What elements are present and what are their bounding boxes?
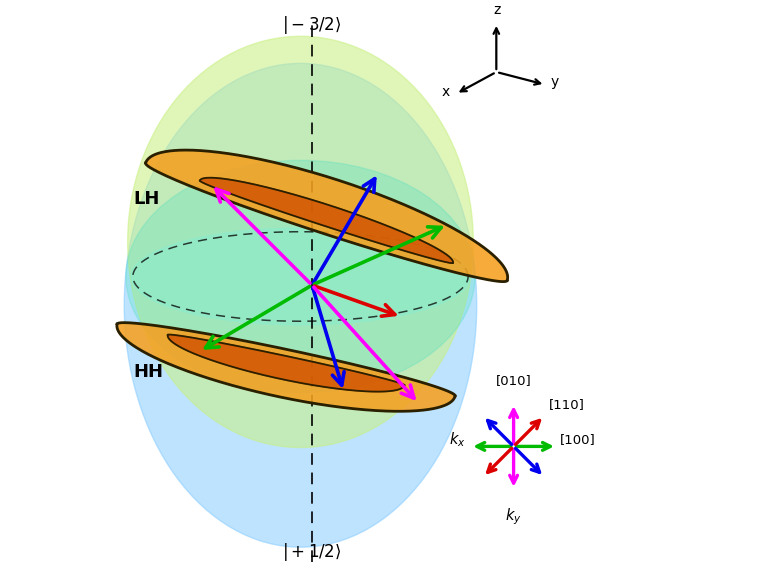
Text: $|-3/2\rangle$: $|-3/2\rangle$	[283, 14, 342, 36]
Text: $k_x$: $k_x$	[449, 430, 465, 449]
Polygon shape	[200, 178, 453, 263]
Text: $k_y$: $k_y$	[505, 507, 522, 528]
Text: HH: HH	[134, 362, 164, 381]
Polygon shape	[167, 335, 405, 392]
Text: x: x	[442, 85, 450, 98]
Text: LH: LH	[134, 190, 160, 208]
Ellipse shape	[126, 160, 475, 393]
Text: [100]: [100]	[560, 433, 595, 446]
Polygon shape	[146, 150, 508, 282]
Text: y: y	[551, 75, 559, 89]
Polygon shape	[117, 323, 455, 411]
Text: [110]: [110]	[549, 398, 584, 411]
Ellipse shape	[127, 36, 473, 448]
Text: [010]: [010]	[495, 374, 531, 387]
Ellipse shape	[131, 228, 470, 325]
Text: z: z	[494, 3, 502, 17]
Text: $|+1/2\rangle$: $|+1/2\rangle$	[283, 541, 342, 563]
Ellipse shape	[124, 63, 477, 547]
